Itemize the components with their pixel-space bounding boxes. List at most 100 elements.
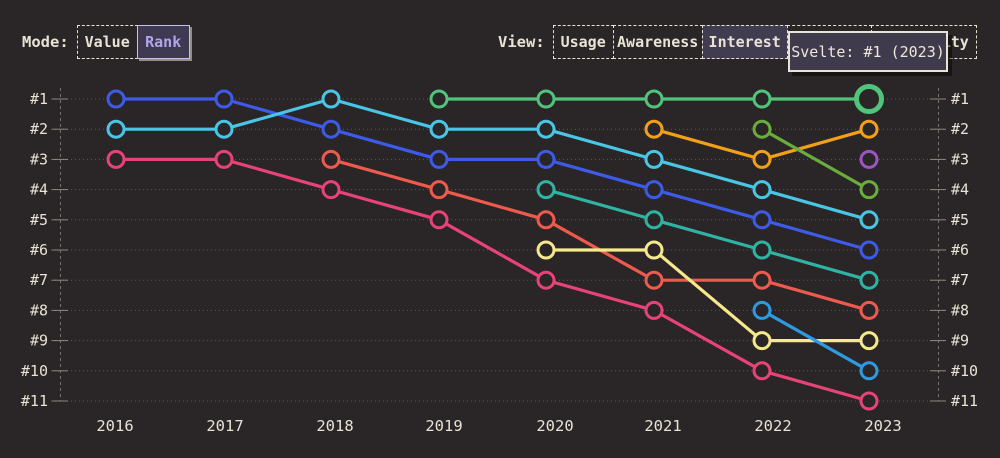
data-point[interactable]	[536, 89, 556, 109]
series-line-teal	[545, 188, 870, 282]
tooltip-text: Svelte: #1 (2023)	[791, 42, 945, 61]
data-point[interactable]	[752, 331, 772, 351]
rank-label-right: #4	[951, 181, 969, 199]
data-point[interactable]	[644, 180, 664, 200]
data-point[interactable]	[644, 240, 664, 260]
data-point[interactable]	[644, 300, 664, 320]
data-point[interactable]	[321, 89, 341, 109]
rank-label-left: #11	[21, 392, 48, 410]
rank-label-right: #7	[951, 271, 969, 289]
year-label: 2020	[536, 417, 573, 435]
rank-label-right: #9	[951, 332, 969, 350]
rank-label-right: #6	[951, 241, 969, 259]
data-point[interactable]	[429, 89, 449, 109]
rank-label-right: #5	[951, 211, 969, 229]
data-point[interactable]	[859, 210, 879, 230]
year-label: 2017	[206, 417, 243, 435]
data-point[interactable]	[321, 180, 341, 200]
series-line-sky	[761, 309, 870, 373]
data-point[interactable]	[214, 89, 234, 109]
data-point[interactable]	[859, 149, 879, 169]
data-point[interactable]	[752, 361, 772, 381]
mode-rank-button[interactable]: Rank	[136, 25, 190, 59]
data-point[interactable]	[859, 180, 879, 200]
tab-awareness[interactable]: Awareness	[612, 25, 703, 59]
data-point[interactable]	[859, 391, 879, 411]
rank-label-left: #6	[30, 241, 48, 259]
data-point[interactable]	[214, 149, 234, 169]
series-line-pink	[116, 157, 870, 403]
series-line-salmon	[330, 157, 870, 312]
data-point[interactable]	[859, 361, 879, 381]
data-point[interactable]	[536, 149, 556, 169]
mode-label: Mode:	[22, 33, 69, 51]
rank-label-left: #1	[30, 90, 48, 108]
year-label: 2018	[316, 417, 353, 435]
data-point[interactable]	[752, 240, 772, 260]
data-point[interactable]	[752, 180, 772, 200]
data-point[interactable]	[859, 270, 879, 290]
data-point[interactable]	[321, 119, 341, 139]
tab-interest[interactable]: Interest	[701, 25, 788, 59]
data-point[interactable]	[752, 270, 772, 290]
data-point[interactable]	[536, 270, 556, 290]
data-point[interactable]	[644, 119, 664, 139]
data-point[interactable]	[536, 210, 556, 230]
year-label: 2022	[754, 417, 791, 435]
data-point[interactable]	[536, 240, 556, 260]
rank-label-left: #7	[30, 271, 48, 289]
data-point[interactable]	[752, 149, 772, 169]
data-point[interactable]	[429, 149, 449, 169]
rank-label-right: #11	[951, 392, 978, 410]
data-point[interactable]	[536, 119, 556, 139]
data-point[interactable]	[644, 149, 664, 169]
data-point[interactable]	[106, 119, 126, 139]
data-point[interactable]	[752, 300, 772, 320]
view-label: View:	[498, 33, 545, 51]
rank-label-right: #10	[951, 362, 978, 380]
year-label: 2021	[644, 417, 681, 435]
data-point[interactable]	[859, 119, 879, 139]
rank-label-left: #9	[30, 332, 48, 350]
data-point[interactable]	[752, 119, 772, 139]
series-line-cyan	[116, 97, 870, 222]
rank-label-right: #1	[951, 90, 969, 108]
rank-label-left: #10	[21, 362, 48, 380]
data-point[interactable]	[859, 240, 879, 260]
data-point[interactable]	[429, 210, 449, 230]
data-point[interactable]	[752, 210, 772, 230]
mode-switcher: Mode: Value Rank	[22, 25, 190, 59]
year-label: 2016	[96, 417, 133, 435]
data-point[interactable]	[752, 89, 772, 109]
data-point[interactable]	[106, 149, 126, 169]
data-point[interactable]	[214, 119, 234, 139]
year-label: 2019	[425, 417, 462, 435]
data-point[interactable]	[536, 180, 556, 200]
rank-label-left: #8	[30, 301, 48, 319]
data-point[interactable]	[644, 270, 664, 290]
rank-label-left: #4	[30, 181, 48, 199]
rank-label-right: #8	[951, 301, 969, 319]
rank-label-left: #2	[30, 120, 48, 138]
rank-label-right: #3	[951, 150, 969, 168]
mode-value-button[interactable]: Value	[76, 25, 138, 59]
rank-label-left: #5	[30, 211, 48, 229]
series-line-blue	[116, 97, 870, 252]
rank-label-right: #2	[951, 120, 969, 138]
hover-tooltip: Svelte: #1 (2023)	[788, 31, 948, 72]
series-line-lime	[761, 127, 870, 191]
data-point[interactable]	[106, 89, 126, 109]
data-point[interactable]	[859, 331, 879, 351]
data-point[interactable]	[321, 149, 341, 169]
data-point-highlighted[interactable]	[854, 84, 884, 114]
data-point[interactable]	[859, 300, 879, 320]
rank-label-left: #3	[30, 150, 48, 168]
data-point[interactable]	[429, 180, 449, 200]
year-label: 2023	[864, 417, 901, 435]
tab-usage[interactable]: Usage	[552, 25, 614, 59]
data-point[interactable]	[429, 119, 449, 139]
data-point[interactable]	[644, 89, 664, 109]
data-point[interactable]	[644, 210, 664, 230]
